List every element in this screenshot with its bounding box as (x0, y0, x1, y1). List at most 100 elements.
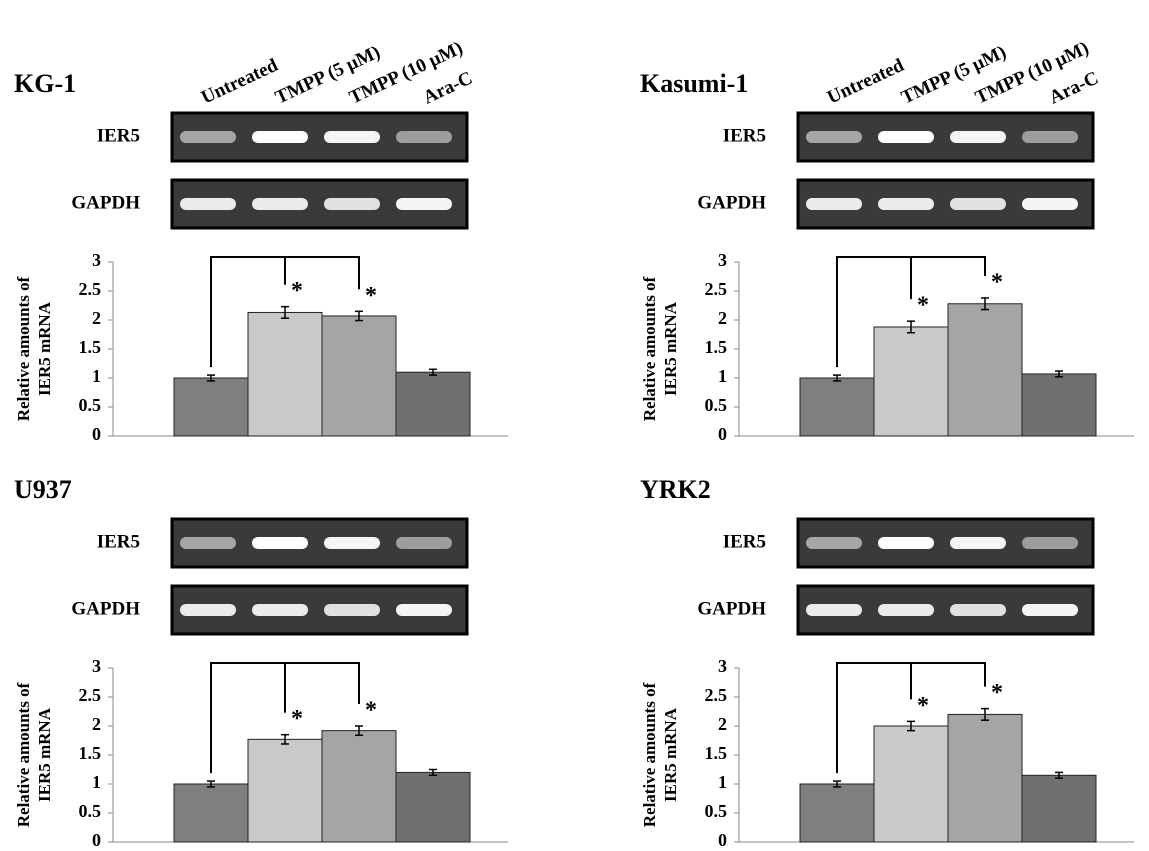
gel-band (1022, 131, 1078, 143)
bar (322, 731, 396, 842)
y-tick-label: 0 (718, 830, 727, 850)
significance-mark: * (991, 680, 1003, 706)
bar (800, 784, 874, 842)
gel-band (950, 537, 1006, 549)
y-axis-label: IER5 mRNA (35, 707, 54, 802)
gel-band (180, 604, 236, 616)
panel-title: KG-1 (14, 69, 76, 98)
y-tick-label: 3 (92, 656, 101, 676)
y-tick-label: 3 (92, 250, 101, 270)
gel-band (324, 537, 380, 549)
figure: KG-1UntreatedTMPP (5 μM)TMPP (10 μM)Ara-… (0, 0, 1149, 851)
gel-band (180, 198, 236, 210)
y-tick-label: 0.5 (705, 801, 728, 821)
significance-mark: * (917, 693, 929, 719)
significance-mark: * (365, 283, 377, 309)
y-axis-label: Relative amounts of (14, 276, 33, 421)
y-tick-label: 0.5 (705, 395, 728, 415)
gel-band (806, 131, 862, 143)
y-axis-label: IER5 mRNA (35, 301, 54, 396)
gel-label: GAPDH (697, 192, 766, 213)
bar (948, 304, 1022, 436)
gel-band (180, 131, 236, 143)
gel-band (950, 131, 1006, 143)
panel-title: Kasumi-1 (640, 69, 748, 98)
y-axis-label: Relative amounts of (14, 682, 33, 827)
y-axis-label: Relative amounts of (640, 276, 659, 421)
gel-band (878, 131, 934, 143)
lane-label: Untreated (198, 55, 282, 109)
gel-band (396, 198, 452, 210)
gel-band (396, 131, 452, 143)
bar (174, 378, 248, 436)
bar (396, 772, 470, 842)
significance-mark: * (991, 269, 1003, 295)
y-tick-label: 2 (92, 714, 101, 734)
gel-band (252, 131, 308, 143)
gel-band (252, 537, 308, 549)
y-tick-label: 3 (718, 656, 727, 676)
y-tick-label: 0.5 (79, 801, 102, 821)
y-tick-label: 2.5 (79, 279, 102, 299)
bar (874, 327, 948, 436)
gel-band (806, 198, 862, 210)
gel-band (324, 131, 380, 143)
y-tick-label: 1.5 (79, 337, 102, 357)
gel-band (324, 198, 380, 210)
y-tick-label: 2 (718, 308, 727, 328)
y-tick-label: 1.5 (79, 743, 102, 763)
bar (948, 714, 1022, 842)
significance-mark: * (917, 293, 929, 319)
y-tick-label: 2.5 (705, 279, 728, 299)
gel-band (806, 537, 862, 549)
gel-band (396, 604, 452, 616)
gel-band (878, 198, 934, 210)
significance-mark: * (291, 706, 303, 732)
y-axis-label: IER5 mRNA (661, 707, 680, 802)
bar (800, 378, 874, 436)
gel-label: GAPDH (71, 192, 140, 213)
gel-band (180, 537, 236, 549)
y-tick-label: 2 (92, 308, 101, 328)
gel-label: GAPDH (71, 598, 140, 619)
y-axis-label: IER5 mRNA (661, 301, 680, 396)
y-tick-label: 2.5 (79, 685, 102, 705)
gel-band (806, 604, 862, 616)
y-tick-label: 1 (92, 772, 101, 792)
y-tick-label: 1 (718, 772, 727, 792)
y-tick-label: 1.5 (705, 337, 728, 357)
bar (1022, 775, 1096, 842)
gel-band (878, 537, 934, 549)
gel-label: IER5 (723, 125, 766, 146)
gel-band (252, 604, 308, 616)
bar (174, 784, 248, 842)
y-tick-label: 1.5 (705, 743, 728, 763)
significance-mark: * (291, 278, 303, 304)
lane-label: Untreated (824, 55, 908, 109)
bar (1022, 374, 1096, 436)
gel-label: IER5 (97, 125, 140, 146)
y-axis-label: Relative amounts of (640, 682, 659, 827)
y-tick-label: 0 (92, 424, 101, 444)
gel-band (1022, 604, 1078, 616)
y-tick-label: 3 (718, 250, 727, 270)
y-tick-label: 1 (718, 366, 727, 386)
gel-band (324, 604, 380, 616)
gel-band (1022, 537, 1078, 549)
gel-band (950, 604, 1006, 616)
bar (248, 739, 322, 842)
y-tick-label: 0.5 (79, 395, 102, 415)
bar (874, 726, 948, 842)
panel-title: U937 (14, 475, 72, 504)
y-tick-label: 1 (92, 366, 101, 386)
y-tick-label: 2 (718, 714, 727, 734)
significance-mark: * (365, 698, 377, 724)
gel-band (878, 604, 934, 616)
gel-band (1022, 198, 1078, 210)
gel-label: IER5 (97, 531, 140, 552)
gel-label: GAPDH (697, 598, 766, 619)
